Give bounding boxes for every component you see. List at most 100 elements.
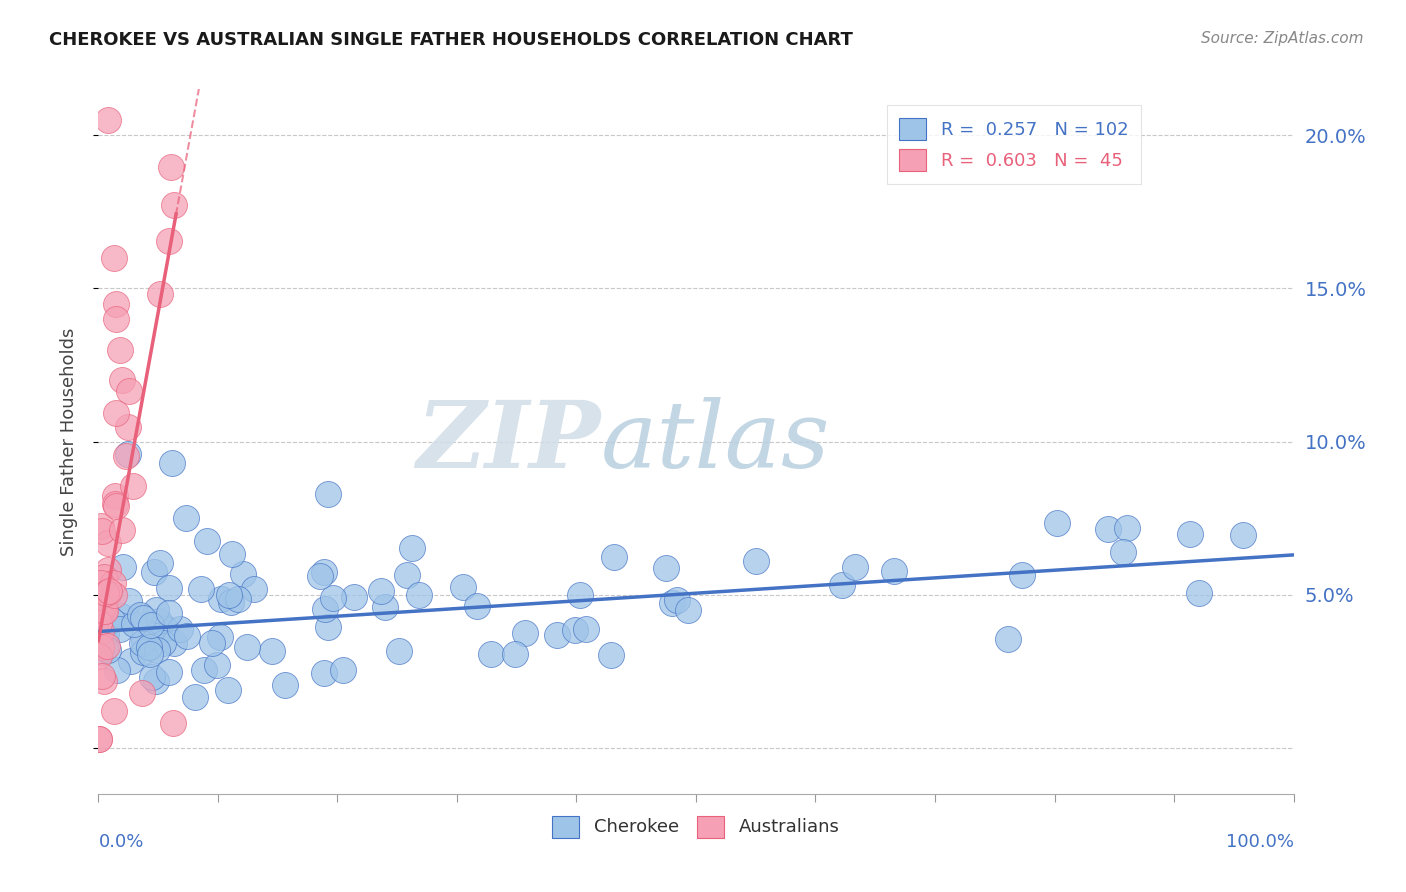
Point	[1097, 522, 1119, 536]
Point	[831, 578, 853, 592]
Point	[103, 251, 125, 265]
Point	[87, 731, 110, 746]
Point	[163, 197, 186, 211]
Point	[149, 286, 172, 301]
Point	[93, 604, 115, 618]
Point	[103, 497, 125, 511]
Point	[744, 554, 766, 568]
Point	[1011, 567, 1033, 582]
Point	[138, 647, 160, 661]
Point	[243, 582, 266, 597]
Point	[152, 636, 174, 650]
Text: 100.0%: 100.0%	[1226, 832, 1294, 851]
Point	[205, 657, 228, 672]
Point	[94, 604, 117, 618]
Point	[94, 635, 117, 649]
Point	[91, 600, 114, 615]
Point	[388, 644, 411, 658]
Point	[87, 648, 110, 663]
Point	[322, 591, 344, 606]
Point	[146, 643, 169, 657]
Point	[149, 556, 172, 570]
Point	[131, 636, 153, 650]
Point	[89, 606, 111, 620]
Point	[105, 406, 128, 420]
Point	[97, 112, 120, 127]
Point	[120, 654, 142, 668]
Point	[314, 601, 336, 615]
Point	[117, 447, 139, 461]
Point	[569, 588, 592, 602]
Point	[174, 511, 197, 525]
Point	[228, 591, 250, 606]
Text: CHEROKEE VS AUSTRALIAN SINGLE FATHER HOUSEHOLDS CORRELATION CHART: CHEROKEE VS AUSTRALIAN SINGLE FATHER HOU…	[49, 31, 853, 49]
Point	[103, 589, 125, 603]
Point	[90, 668, 112, 682]
Point	[105, 296, 128, 310]
Point	[209, 591, 232, 606]
Point	[217, 683, 239, 698]
Point	[134, 634, 156, 648]
Point	[90, 640, 112, 654]
Point	[114, 449, 136, 463]
Point	[118, 593, 141, 607]
Point	[1178, 527, 1201, 541]
Point	[103, 704, 125, 718]
Point	[94, 586, 117, 600]
Point	[93, 569, 115, 583]
Point	[308, 569, 330, 583]
Point	[396, 567, 419, 582]
Point	[564, 623, 586, 637]
Point	[97, 563, 120, 577]
Point	[575, 622, 598, 636]
Point	[316, 620, 339, 634]
Point	[145, 603, 167, 617]
Point	[332, 663, 354, 677]
Point	[108, 343, 131, 357]
Point	[201, 636, 224, 650]
Point	[314, 665, 336, 680]
Legend: Cherokee, Australians: Cherokee, Australians	[546, 808, 846, 845]
Point	[104, 489, 127, 503]
Point	[208, 630, 231, 644]
Point	[603, 549, 626, 564]
Point	[89, 731, 111, 746]
Point	[132, 645, 155, 659]
Point	[844, 560, 866, 574]
Point	[131, 686, 153, 700]
Point	[666, 593, 689, 607]
Point	[661, 596, 683, 610]
Point	[94, 641, 117, 656]
Point	[129, 608, 152, 623]
Point	[138, 640, 160, 655]
Point	[117, 384, 139, 399]
Point	[503, 647, 526, 661]
Point	[107, 663, 129, 677]
Point	[111, 523, 134, 537]
Point	[157, 581, 180, 595]
Point	[90, 524, 112, 538]
Point	[94, 627, 117, 641]
Point	[110, 622, 132, 636]
Point	[678, 603, 700, 617]
Point	[153, 620, 176, 634]
Point	[195, 534, 218, 549]
Point	[314, 565, 336, 579]
Point	[1188, 585, 1211, 599]
Point	[1115, 521, 1137, 535]
Point	[236, 640, 259, 655]
Text: atlas: atlas	[600, 397, 830, 486]
Point	[90, 575, 112, 590]
Point	[110, 608, 132, 623]
Point	[145, 673, 167, 688]
Point	[97, 643, 120, 657]
Point	[90, 624, 112, 638]
Point	[1046, 516, 1069, 530]
Point	[90, 645, 112, 659]
Point	[162, 716, 184, 731]
Point	[105, 312, 128, 326]
Point	[162, 456, 184, 470]
Point	[515, 626, 537, 640]
Text: ZIP: ZIP	[416, 397, 600, 486]
Point	[453, 580, 475, 594]
